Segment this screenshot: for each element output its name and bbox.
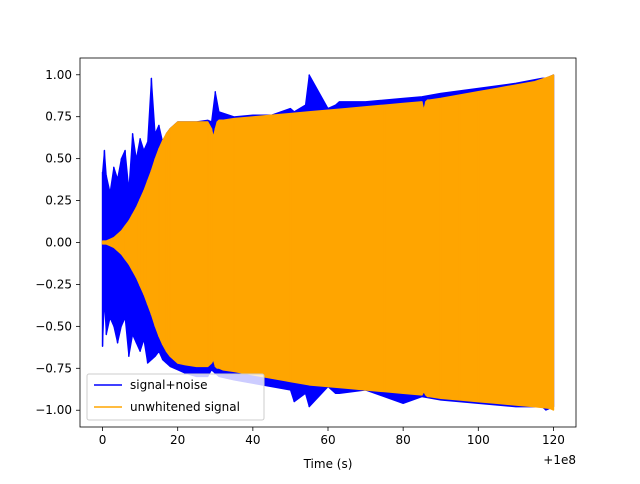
x-axis: 0 20 40 60 80 100 120 [99, 427, 565, 447]
y-tick-label: −0.75 [35, 361, 72, 375]
legend-label-unwhitened-signal: unwhitened signal [130, 400, 240, 414]
legend-label-signal-noise: signal+noise [130, 378, 207, 392]
y-axis: −1.00 −0.75 −0.50 −0.25 0.00 0.25 0.50 0.75 1.00 [35, 68, 80, 417]
x-axis-offset-label: +1e8 [543, 453, 576, 467]
y-tick-label: 1.00 [45, 68, 72, 82]
legend-box [86, 373, 265, 421]
x-tick-label: 0 [99, 433, 107, 447]
x-tick-label: 100 [467, 433, 490, 447]
y-tick-label: 0.50 [45, 152, 72, 166]
y-tick-label: 0.75 [45, 110, 72, 124]
y-tick-label: 0.00 [45, 236, 72, 250]
legend: signal+noise unwhitened signal [86, 373, 265, 421]
x-tick-label: 80 [396, 433, 411, 447]
y-tick-label: 0.25 [45, 194, 72, 208]
y-tick-label: −0.50 [35, 319, 72, 333]
series-layer [101, 74, 555, 411]
y-tick-label: −1.00 [35, 403, 72, 417]
x-tick-label: 40 [245, 433, 260, 447]
x-tick-label: 60 [320, 433, 335, 447]
x-axis-label: Time (s) [303, 457, 353, 471]
y-tick-label: −0.25 [35, 277, 72, 291]
x-tick-label: 120 [542, 433, 565, 447]
x-tick-label: 20 [170, 433, 185, 447]
